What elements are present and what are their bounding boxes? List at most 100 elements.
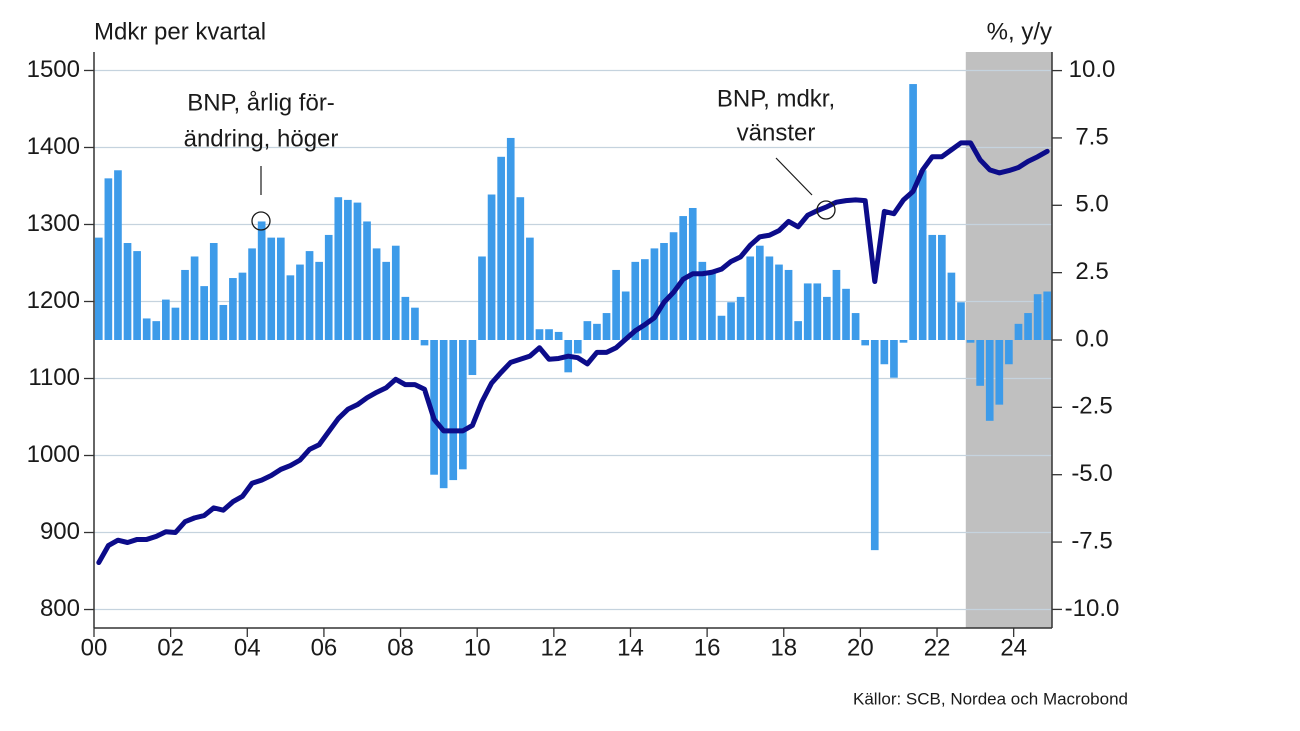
bar [650, 248, 659, 340]
bar [708, 272, 716, 340]
bar [727, 302, 735, 340]
y2-tick-label: 5.0 [1075, 191, 1108, 218]
y-tick-label: 1200 [27, 287, 80, 314]
bar [296, 264, 304, 340]
bar [353, 202, 362, 340]
bar [449, 340, 458, 481]
annotation-leader [775, 157, 813, 196]
y2-tick-label: -2.5 [1071, 393, 1112, 420]
x-tick-label: 18 [770, 634, 797, 661]
bar [401, 296, 410, 340]
marks-layer [94, 84, 1052, 566]
y2-tick-label: 10.0 [1069, 56, 1116, 83]
bar [324, 234, 333, 340]
bar [947, 272, 956, 340]
y-tick-label: 1500 [27, 56, 80, 83]
bar [573, 340, 582, 354]
bar [94, 237, 103, 340]
bar [736, 296, 745, 340]
bar [545, 329, 553, 340]
y2-tick-label: 7.5 [1075, 123, 1108, 150]
x-tick-label: 04 [234, 634, 261, 661]
bar [133, 251, 141, 340]
bar [391, 245, 400, 340]
annotation-marker [251, 211, 271, 231]
bar [1033, 294, 1042, 340]
bar [497, 156, 505, 340]
bar [583, 321, 592, 340]
bar [602, 313, 611, 340]
bar [487, 194, 496, 340]
x-tick-label: 12 [540, 634, 567, 661]
bar [248, 248, 256, 340]
bar [861, 340, 870, 346]
bar [372, 248, 381, 340]
bar [305, 251, 314, 340]
y-tick-label: 1300 [27, 210, 80, 237]
bar [554, 331, 563, 340]
bar [219, 304, 228, 340]
bar [937, 234, 946, 340]
axes-layer: Mdkr per kvartal %, y/y BNP, årlig för- … [27, 18, 1128, 708]
x-tick-label: 02 [157, 634, 184, 661]
y-tick-label: 800 [40, 595, 80, 622]
x-tick-label: 08 [387, 634, 414, 661]
bar [1005, 340, 1013, 365]
bar [803, 283, 812, 340]
bar [430, 340, 438, 475]
bar [870, 340, 879, 551]
bar [966, 340, 975, 343]
x-tick-label: 10 [464, 634, 491, 661]
bar [411, 307, 419, 340]
y-tick-label: 1400 [27, 133, 80, 160]
y-tick-label: 1100 [28, 364, 80, 391]
y2-axis-label: %, y/y [987, 18, 1052, 45]
bar [985, 340, 994, 421]
bar [382, 261, 391, 340]
bar [114, 170, 122, 340]
annotation: vänster [737, 119, 816, 146]
y-tick-label: 900 [40, 518, 80, 545]
x-tick-label: 06 [311, 634, 338, 661]
bar [162, 299, 170, 340]
bar [468, 340, 477, 376]
x-tick-label: 00 [81, 634, 108, 661]
bar [334, 197, 343, 340]
bar [526, 237, 534, 340]
bar [257, 221, 266, 340]
bar [344, 199, 352, 340]
y2-tick-label: -7.5 [1071, 527, 1112, 554]
bar [909, 84, 917, 340]
annotation: ändring, höger [184, 125, 339, 152]
x-tick-label: 22 [924, 634, 951, 661]
bar [755, 245, 764, 340]
bar [794, 321, 802, 340]
bar [880, 340, 889, 365]
bar [420, 340, 429, 346]
bar [669, 232, 678, 340]
y-axis-label: Mdkr per kvartal [94, 18, 266, 45]
x-tick-label: 16 [694, 634, 721, 661]
bar [1024, 313, 1032, 340]
bar [535, 329, 544, 340]
y2-tick-label: -10.0 [1065, 595, 1120, 622]
line [96, 140, 1050, 566]
bar [957, 302, 965, 340]
bar [152, 321, 161, 340]
bar [612, 269, 620, 340]
bar [267, 237, 276, 340]
bar [928, 234, 937, 340]
bar [918, 170, 927, 340]
bar [171, 307, 180, 340]
bar [995, 340, 1004, 405]
bar [439, 340, 448, 489]
y2-tick-label: 2.5 [1075, 258, 1108, 285]
bar [765, 256, 774, 340]
bar [890, 340, 898, 378]
bar [104, 178, 113, 340]
bar [851, 313, 860, 340]
bar [813, 283, 822, 340]
bar [286, 275, 295, 340]
bar [516, 197, 525, 340]
